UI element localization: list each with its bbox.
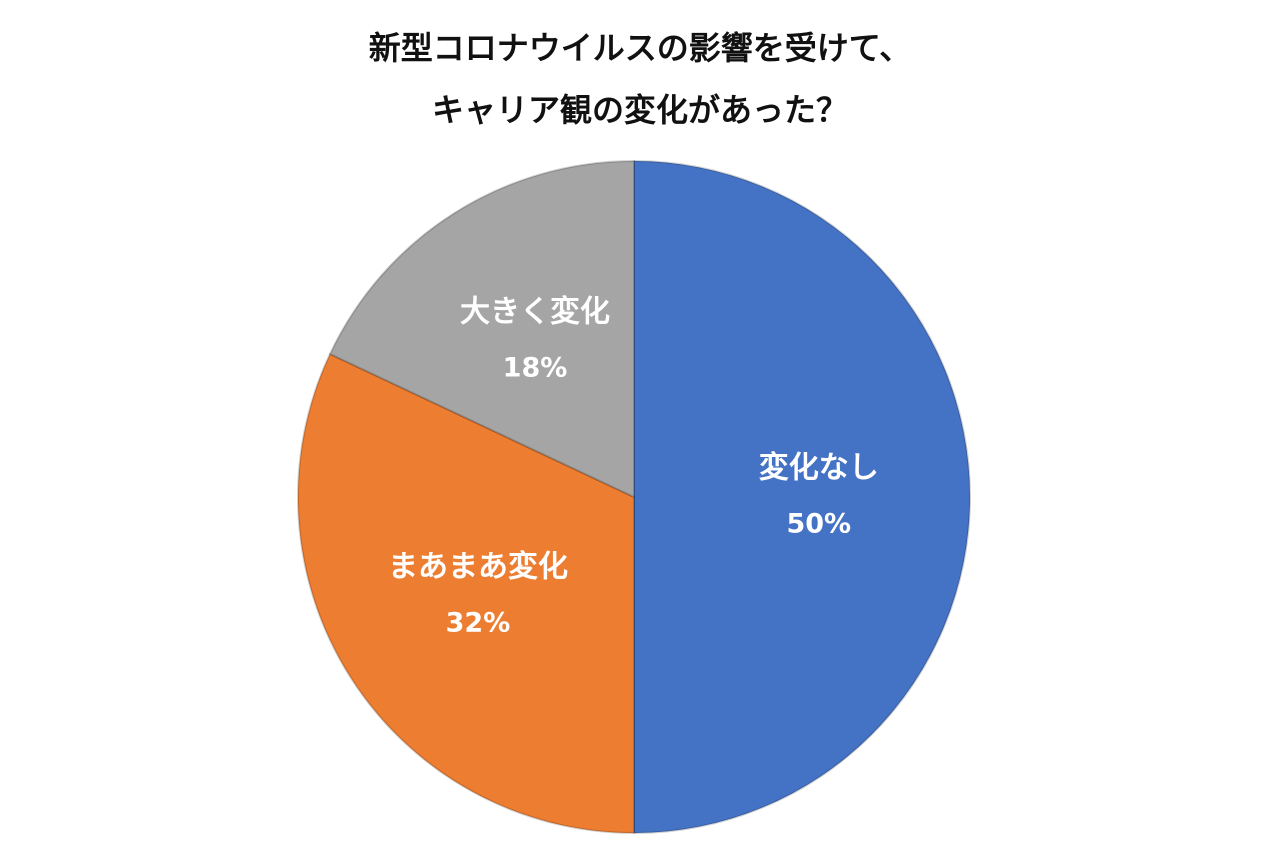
slice-label: まあまあ変化 <box>388 550 568 585</box>
pie-slice <box>328 159 635 499</box>
chart-title: 新型コロナウイルスの影響を受けて、 <box>369 29 911 67</box>
value-label: 50% <box>786 509 851 540</box>
pie-slice <box>633 159 971 835</box>
slice-label: 変化なし <box>759 451 879 486</box>
slice-label: 大きく変化 <box>460 294 610 329</box>
chart-title: キャリア観の変化があった？ <box>432 91 848 129</box>
value-label: 18% <box>503 352 568 383</box>
pie-slice <box>297 352 635 835</box>
value-label: 32% <box>446 608 511 639</box>
